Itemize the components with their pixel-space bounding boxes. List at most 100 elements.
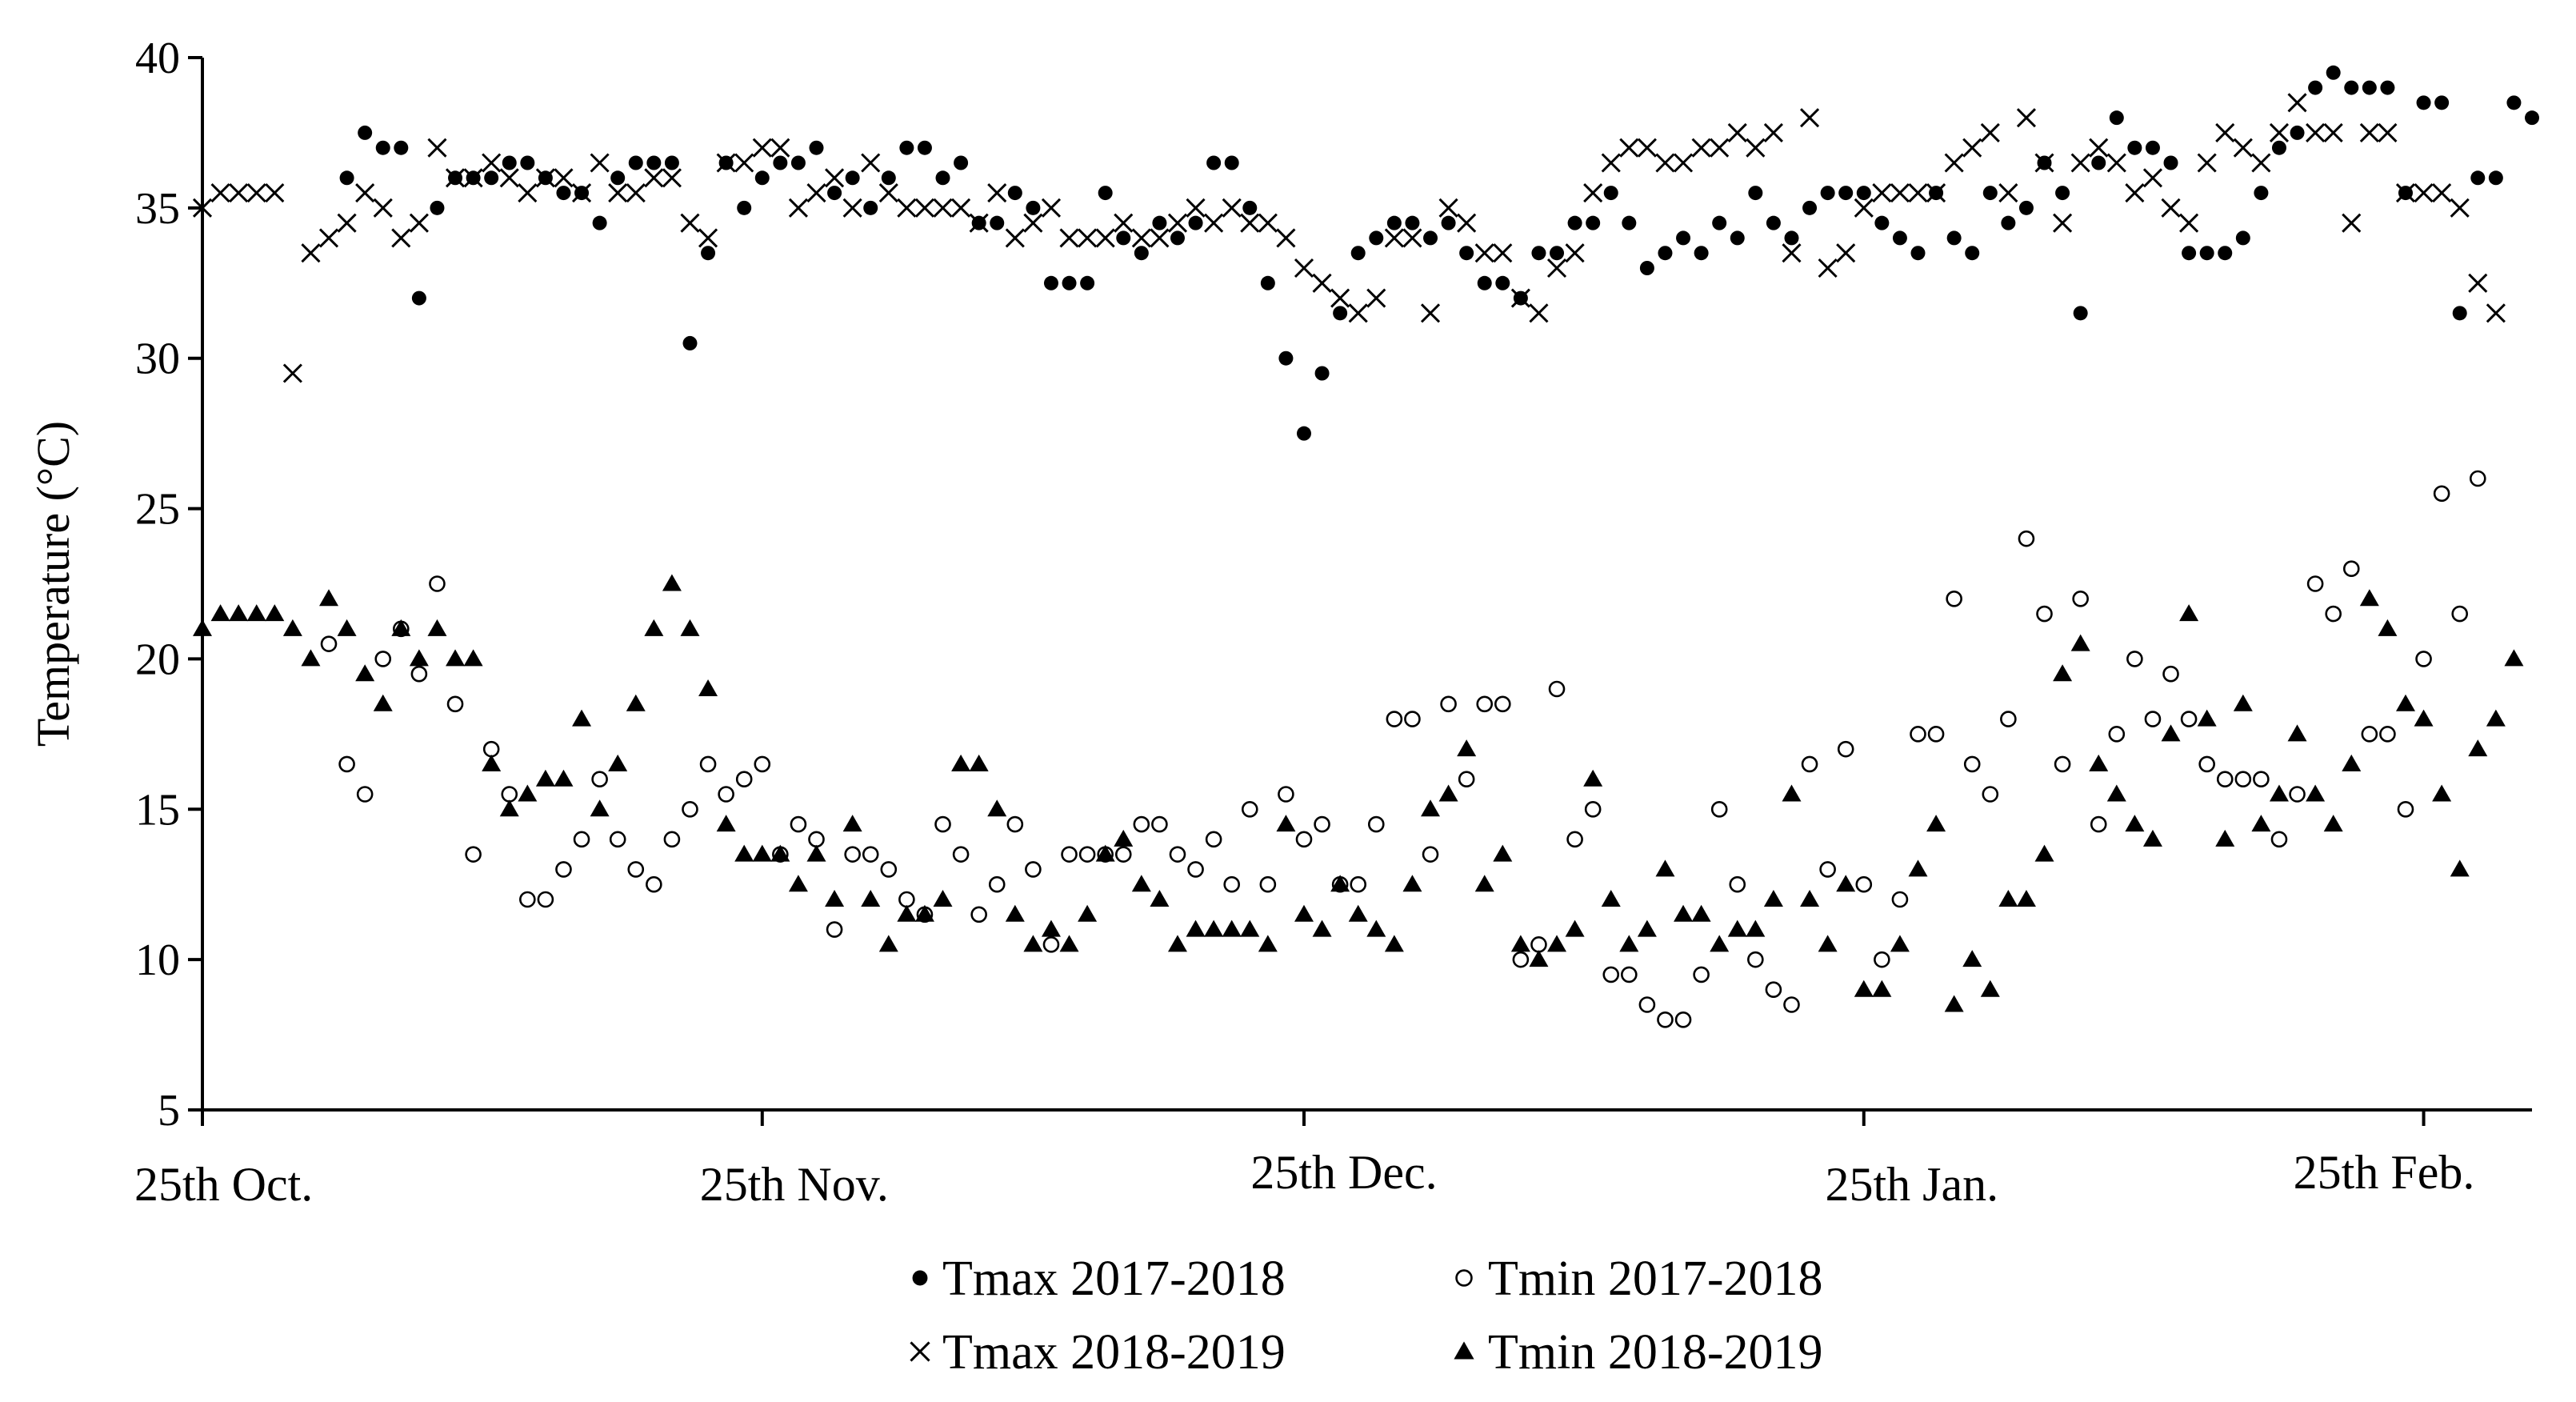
- circle-point: [737, 200, 752, 215]
- circle-point: [2452, 306, 2467, 321]
- cross-point: [644, 168, 664, 188]
- circle-point: [1584, 800, 1602, 818]
- cross-point: [1529, 303, 1549, 323]
- cross-point: [2197, 153, 2217, 173]
- circle-point: [1458, 771, 1475, 788]
- circle-point: [845, 170, 860, 186]
- cross-point: [1384, 228, 1404, 248]
- triangle-point: [734, 844, 754, 862]
- triangle-point: [698, 679, 718, 696]
- cross-point: [391, 228, 411, 248]
- cross-point: [1258, 213, 1278, 233]
- series-tmin-2018-2019: [193, 574, 2524, 1012]
- circle-point: [1586, 215, 1601, 230]
- triangle-point: [1258, 935, 1278, 952]
- triangle-point: [2306, 784, 2326, 802]
- circle-point: [2018, 530, 2035, 547]
- y-tick-label: 15: [135, 785, 180, 835]
- cross-point: [1059, 228, 1079, 248]
- circle-point: [338, 755, 355, 773]
- circle-point: [555, 861, 572, 878]
- cross-point: [301, 243, 321, 263]
- circle-point: [2234, 771, 2252, 788]
- cross-point: [2414, 183, 2434, 203]
- circle-point: [2397, 800, 2414, 818]
- circle-point: [1694, 246, 1709, 261]
- circle-point: [1658, 246, 1673, 261]
- circle-point: [519, 891, 536, 908]
- triangle-point: [770, 844, 790, 862]
- circle-point: [1405, 215, 1420, 230]
- cross-point: [1546, 258, 1567, 278]
- circle-point: [646, 155, 662, 170]
- triangle-point: [2450, 859, 2470, 877]
- circle-point: [1548, 680, 1566, 698]
- triangle-point: [193, 619, 212, 636]
- triangle-point: [987, 799, 1007, 817]
- circle-point: [1440, 695, 1457, 713]
- triangle-point: [1114, 829, 1134, 847]
- circle-point: [1982, 786, 1999, 803]
- cross-point: [355, 183, 375, 203]
- circle-point: [2379, 726, 2396, 743]
- triangle-point: [1276, 815, 1296, 832]
- circle-point: [2055, 186, 2070, 201]
- y-tick-label: 20: [135, 635, 180, 684]
- cross-point: [2233, 138, 2253, 158]
- circle-point: [1602, 966, 1620, 983]
- legend-marker: [1455, 1269, 1473, 1287]
- triangle-point: [2323, 815, 2343, 832]
- cross-point: [1637, 138, 1657, 158]
- triangle-point: [1763, 890, 1783, 907]
- circle-point: [1170, 230, 1185, 246]
- triangle-point: [1818, 935, 1838, 952]
- circle-point: [1927, 726, 1945, 743]
- cross-point: [2034, 153, 2054, 173]
- circle-point: [2325, 605, 2342, 623]
- circle-point: [609, 831, 626, 848]
- circle-point: [790, 815, 807, 833]
- triangle-point: [2197, 709, 2217, 727]
- cross-point: [2468, 273, 2488, 293]
- legend-item: Tmax 2018-2019: [910, 1325, 1286, 1380]
- y-axis-title: Temperature (°C): [27, 421, 79, 747]
- cross-point: [1872, 183, 1892, 203]
- cross-point: [2106, 153, 2126, 173]
- triangle-point: [1493, 844, 1513, 862]
- circle-point: [1838, 186, 1854, 201]
- cross-point: [1348, 303, 1368, 323]
- circle-point: [2451, 605, 2469, 623]
- triangle-point: [2395, 694, 2415, 711]
- circle-point: [701, 246, 716, 261]
- cross-point: [282, 363, 302, 383]
- triangle-point: [572, 709, 592, 727]
- circle-point: [880, 861, 898, 878]
- cross-point: [1366, 288, 1386, 308]
- cross-point: [1944, 153, 1964, 173]
- circle-point: [358, 125, 373, 140]
- circle-point: [1423, 230, 1438, 246]
- cross-point: [2450, 198, 2470, 218]
- cross-point: [1962, 138, 1982, 158]
- circle-point: [2306, 575, 2324, 592]
- circle-point: [2090, 815, 2107, 833]
- cross-point: [788, 198, 808, 218]
- triangle-point: [2070, 634, 2090, 651]
- legend-label: Tmax 2017-2018: [942, 1252, 1286, 1306]
- circle-point: [2218, 246, 2233, 261]
- circle-point: [627, 861, 645, 878]
- triangle-point: [1421, 799, 1441, 817]
- cross-point: [1510, 288, 1530, 308]
- circle-point: [1910, 726, 1926, 743]
- circle-point: [2326, 65, 2341, 80]
- triangle-point: [301, 649, 321, 667]
- cross-point: [1908, 183, 1928, 203]
- triangle-point: [2378, 619, 2398, 636]
- circle-point: [827, 186, 842, 201]
- cross-point: [373, 198, 393, 218]
- triangle-point: [626, 694, 646, 711]
- circle-point: [2308, 80, 2323, 95]
- triangle-point: [2125, 815, 2145, 832]
- circle-point: [1530, 936, 1547, 953]
